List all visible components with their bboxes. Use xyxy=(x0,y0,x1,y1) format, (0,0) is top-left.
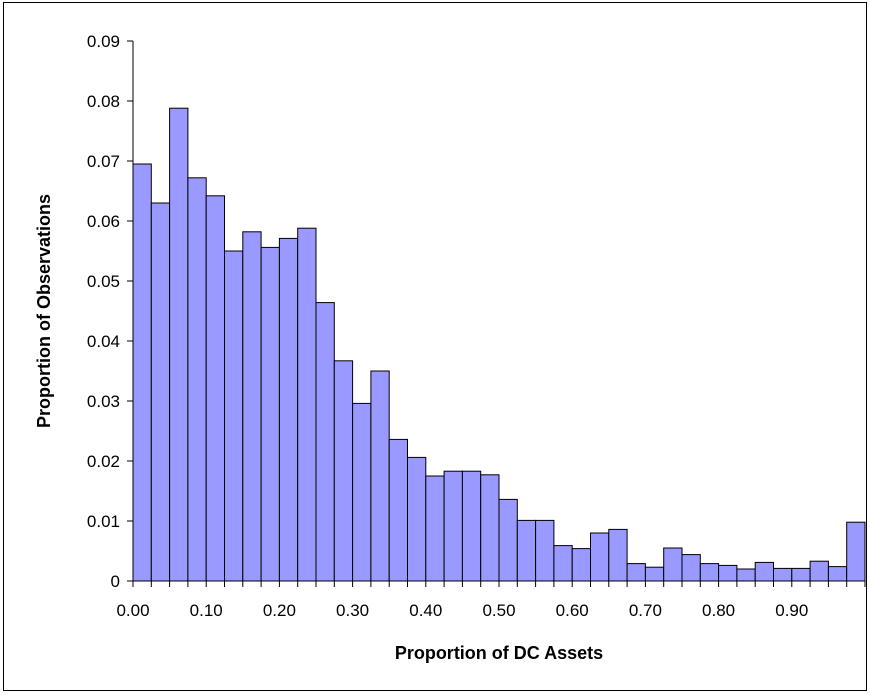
y-tick-label: 0 xyxy=(111,572,120,591)
histogram-bar xyxy=(718,564,738,582)
y-tick-label: 0.08 xyxy=(87,92,120,111)
x-tick-label: 0.40 xyxy=(409,601,442,620)
histogram-bar xyxy=(370,370,390,582)
histogram-bar xyxy=(333,360,354,582)
histogram-bar xyxy=(150,202,171,582)
histogram-bar xyxy=(278,237,299,582)
histogram-bar xyxy=(699,563,720,582)
histogram-bar xyxy=(644,566,665,582)
y-axis-title: Proportion of Observations xyxy=(34,194,54,428)
histogram-bar xyxy=(827,566,848,582)
histogram-bar xyxy=(169,107,189,582)
y-tick-label: 0.07 xyxy=(87,152,120,171)
y-tick-label: 0.05 xyxy=(87,272,120,291)
x-tick-label: 0.20 xyxy=(263,601,296,620)
histogram-bar xyxy=(407,456,427,582)
y-tick-label: 0.01 xyxy=(87,512,120,531)
histogram-bar xyxy=(553,545,573,582)
histogram-bar xyxy=(754,561,775,582)
histogram-bar xyxy=(388,438,409,582)
histogram-bar xyxy=(205,195,225,582)
y-tick-label: 0.09 xyxy=(87,32,120,51)
histogram-bar xyxy=(297,227,317,582)
histogram-bar xyxy=(791,567,811,582)
histogram-bar xyxy=(590,532,610,582)
y-tick-label: 0.02 xyxy=(87,452,120,471)
y-tick-label: 0.03 xyxy=(87,392,120,411)
y-tick-label: 0.04 xyxy=(87,332,120,351)
x-tick-label: 0.90 xyxy=(775,601,808,620)
histogram-bar xyxy=(663,547,683,582)
histogram-bar xyxy=(242,231,262,582)
y-tick-label: 0.06 xyxy=(87,212,120,231)
x-axis-title: Proportion of DC Assets xyxy=(395,643,603,663)
histogram-bar xyxy=(571,548,592,582)
histogram-bar xyxy=(846,521,866,582)
histogram-bar xyxy=(736,568,756,582)
histogram-bar xyxy=(516,519,537,582)
histogram-bar xyxy=(187,177,207,582)
histogram-bar xyxy=(480,474,500,582)
histogram-bar xyxy=(773,567,793,582)
histogram-bar xyxy=(608,528,628,582)
x-tick-label: 0.00 xyxy=(116,601,149,620)
histogram-bar xyxy=(809,560,829,582)
x-tick-label: 0.70 xyxy=(629,601,662,620)
x-tick-label: 0.30 xyxy=(336,601,369,620)
histogram-bar xyxy=(260,246,280,582)
histogram-bar xyxy=(681,554,701,582)
x-tick-label: 0.10 xyxy=(190,601,223,620)
histogram-bar xyxy=(461,470,482,582)
histogram-bar xyxy=(224,250,244,582)
histogram-bar xyxy=(425,475,445,582)
histogram-bar xyxy=(443,470,463,582)
histogram-bar xyxy=(535,519,555,582)
y-ticks-group: 0 0.01 0.02 0.03 0.04 0.05 0.06 0.07 0.08 0.09 xyxy=(87,32,133,591)
x-tick-label: 0.50 xyxy=(482,601,515,620)
bars-group xyxy=(132,107,866,582)
histogram-bar xyxy=(315,302,335,582)
x-tick-label: 0.60 xyxy=(556,601,589,620)
x-ticks-group: 0.00 0.10 0.20 0.30 0.40 0.50 0.60 0.70 0.80 0.90 xyxy=(116,581,866,620)
histogram-bar xyxy=(132,163,152,582)
histogram-bar xyxy=(498,498,518,582)
histogram-bar xyxy=(352,402,372,582)
x-tick-label: 0.80 xyxy=(702,601,735,620)
histogram-bar xyxy=(626,563,646,582)
